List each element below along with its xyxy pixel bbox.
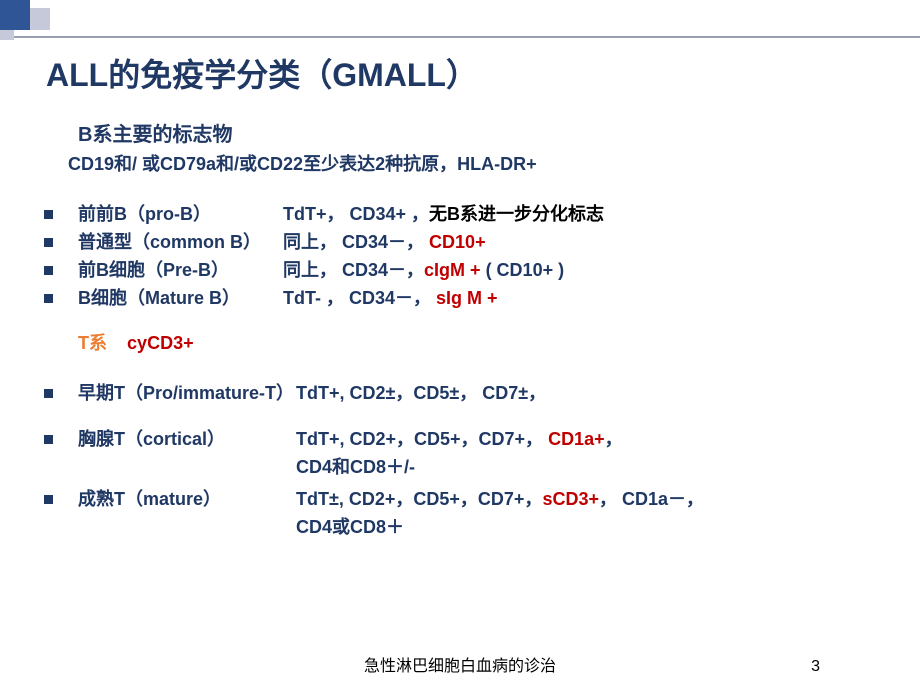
t-heading-label: T系 — [78, 333, 107, 353]
list-item: 胸腺T（cortical）TdT+, CD2+，CD5+，CD7+， CD1a+… — [40, 426, 880, 454]
list-item: 早期T（Pro/immature-T）TdT+, CD2±，CD5±， CD7±… — [40, 380, 880, 408]
t-heading-marker: cyCD3+ — [127, 333, 194, 353]
b-lineage-list: 前前B（pro-B） TdT+， CD34+ ，无B系进一步分化标志 普通型（c… — [40, 201, 880, 313]
item-name: B细胞（Mature B） — [78, 285, 278, 313]
item-highlight: cIgM + — [424, 260, 486, 280]
item-desc: TdT±, CD2+，CD5+，CD7+， — [296, 489, 542, 509]
list-item: 前B细胞（Pre-B） 同上， CD34－，cIgM + ( CD10+ ) — [40, 257, 880, 285]
t-lineage-list-2: 胸腺T（cortical）TdT+, CD2+，CD5+，CD7+， CD1a+… — [40, 426, 880, 454]
item-tail: ( CD10+ ) — [486, 260, 565, 280]
item-tail: ， — [605, 429, 623, 449]
list-item: 普通型（common B） 同上， CD34－， CD10+ — [40, 229, 880, 257]
item-name: 前前B（pro-B） — [78, 201, 278, 229]
item-continuation: CD4和CD8＋/- — [40, 454, 880, 482]
t-lineage-list-3: 成熟T（mature）TdT±, CD2+，CD5+，CD7+，sCD3+， C… — [40, 486, 880, 514]
item-name: 早期T（Pro/immature-T） — [78, 380, 296, 408]
slide-body: ALL的免疫学分类（GMALL） B系主要的标志物 CD19和/ 或CD79a和… — [40, 50, 880, 542]
item-desc: TdT+， CD34+ ， — [283, 204, 429, 224]
page-number: 3 — [811, 658, 820, 676]
item-highlight: CD10+ — [424, 232, 486, 252]
item-highlight: sIg M + — [431, 288, 498, 308]
item-name: 前B细胞（Pre-B） — [78, 257, 278, 285]
corner-decoration — [0, 0, 120, 42]
footer-text: 急性淋巴细胞白血病的诊治 — [0, 652, 920, 676]
item-name: 成熟T（mature） — [78, 486, 296, 514]
slide-title: ALL的免疫学分类（GMALL） — [46, 50, 880, 96]
item-desc: TdT+, CD2+，CD5+，CD7+， — [296, 429, 543, 449]
item-tail: ， CD1a－， — [599, 489, 704, 509]
b-section-heading: B系主要的标志物 — [78, 120, 880, 151]
item-continuation: CD4或CD8＋ — [40, 514, 880, 542]
item-desc: 同上， CD34－， — [283, 232, 424, 252]
list-item: B细胞（Mature B） TdT- ， CD34－， sIg M + — [40, 285, 880, 313]
item-highlight: sCD3+ — [542, 489, 599, 509]
item-extra: 无B系进一步分化标志 — [429, 204, 604, 224]
item-desc: TdT- ， CD34－， — [283, 288, 431, 308]
list-item: 前前B（pro-B） TdT+， CD34+ ，无B系进一步分化标志 — [40, 201, 880, 229]
list-item: 成熟T（mature）TdT±, CD2+，CD5+，CD7+，sCD3+， C… — [40, 486, 880, 514]
item-highlight: CD1a+ — [543, 429, 605, 449]
item-desc: 同上， CD34－， — [283, 260, 424, 280]
item-name: 普通型（common B） — [78, 229, 278, 257]
t-lineage-list: 早期T（Pro/immature-T）TdT+, CD2±，CD5±， CD7±… — [40, 380, 880, 408]
b-section-subheading: CD19和/ 或CD79a和/或CD22至少表达2种抗原，HLA-DR+ — [68, 151, 880, 179]
t-section-heading: T系 cyCD3+ — [78, 330, 880, 358]
item-desc: TdT+, CD2±，CD5±， CD7±， — [296, 383, 546, 403]
item-name: 胸腺T（cortical） — [78, 426, 296, 454]
